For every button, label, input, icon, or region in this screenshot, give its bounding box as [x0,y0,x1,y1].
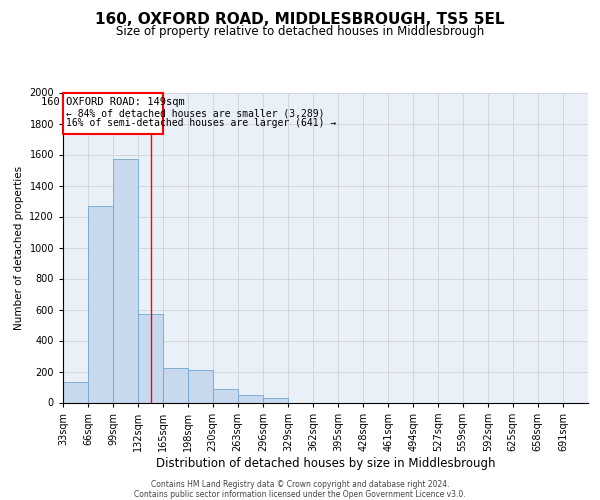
X-axis label: Distribution of detached houses by size in Middlesbrough: Distribution of detached houses by size … [156,456,495,469]
Bar [113,159,138,402]
Bar [63,382,88,402]
Bar [163,368,188,402]
Text: ← 84% of detached houses are smaller (3,289): ← 84% of detached houses are smaller (3,… [66,108,325,118]
Bar [88,206,113,402]
Bar [238,395,263,402]
Bar [263,398,288,402]
Text: 16% of semi-detached houses are larger (641) →: 16% of semi-detached houses are larger (… [66,118,336,128]
Bar [188,370,214,402]
Bar [212,388,238,402]
Bar [63,92,163,134]
Text: Contains public sector information licensed under the Open Government Licence v3: Contains public sector information licen… [134,490,466,499]
Text: Contains HM Land Registry data © Crown copyright and database right 2024.: Contains HM Land Registry data © Crown c… [151,480,449,489]
Bar [138,314,163,402]
Y-axis label: Number of detached properties: Number of detached properties [14,166,24,330]
Text: Size of property relative to detached houses in Middlesbrough: Size of property relative to detached ho… [116,25,484,38]
Text: 160, OXFORD ROAD, MIDDLESBROUGH, TS5 5EL: 160, OXFORD ROAD, MIDDLESBROUGH, TS5 5EL [95,12,505,28]
Text: 160 OXFORD ROAD: 149sqm: 160 OXFORD ROAD: 149sqm [41,97,185,107]
